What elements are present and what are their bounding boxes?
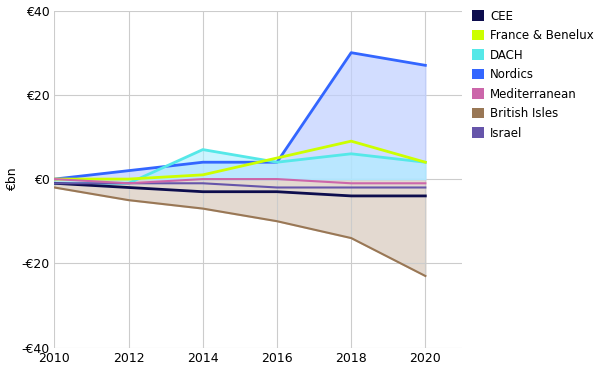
Y-axis label: €bn: €bn (5, 167, 19, 191)
Legend: CEE, France & Benelux, DACH, Nordics, Mediterranean, British Isles, Israel: CEE, France & Benelux, DACH, Nordics, Me… (472, 10, 594, 139)
